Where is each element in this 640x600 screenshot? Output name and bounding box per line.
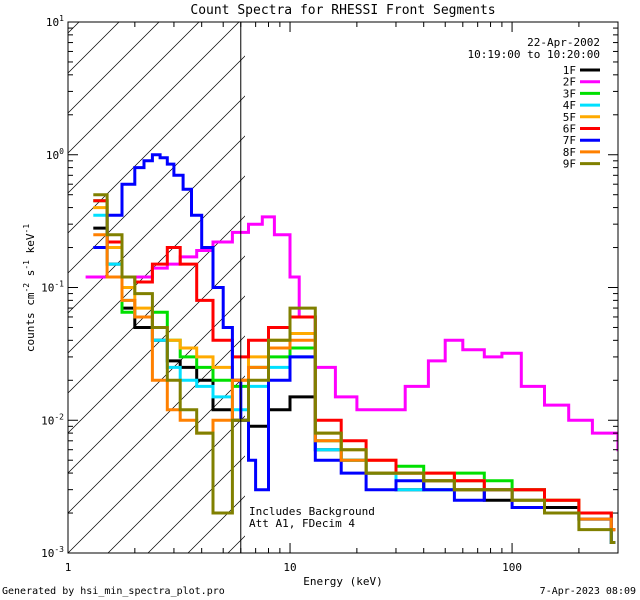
y-tick-label-base: 10 (46, 149, 59, 162)
hatch-line (68, 215, 245, 394)
y-tick-label-base: 10 (41, 282, 54, 295)
legend-label-3F: 3F (563, 87, 576, 100)
y-tick-label-base: 10 (41, 414, 54, 427)
legend-label-4F: 4F (563, 99, 576, 112)
hatch-line (68, 335, 245, 514)
y-tick-label-base: 10 (41, 547, 54, 560)
hatch-line (68, 22, 200, 154)
legend-label-2F: 2F (563, 76, 576, 89)
x-tick-labels: 1 10 100 (65, 561, 522, 574)
x-tick-label: 100 (502, 561, 522, 574)
annotation-attenuator: Att A1, FDecim 4 (249, 517, 355, 530)
legend-label-6F: 6F (563, 123, 576, 136)
y-axis-label-end: keV (24, 233, 37, 260)
y-tick-label-exp: -3 (54, 545, 64, 554)
y-tick-label-base: 10 (46, 16, 59, 29)
time-range-label: 10:19:00 to 10:20:00 (468, 48, 600, 61)
footer-generated-by: Generated by hsi_min_spectra_plot.pro (2, 586, 225, 597)
legend-label-9F: 9F (563, 158, 576, 171)
y-tick-label-exp: 1 (59, 14, 64, 23)
legend-label-5F: 5F (563, 111, 576, 124)
hatch-line (68, 135, 245, 314)
hatch-line (68, 95, 245, 274)
y-axis-label-sup3: -1 (22, 224, 31, 234)
hatch-line (68, 375, 245, 553)
hatch-line (428, 0, 640, 553)
hatch-line (68, 22, 160, 114)
legend-label-7F: 7F (563, 134, 576, 147)
y-axis-label-main: counts cm (24, 292, 37, 352)
x-tick-label: 1 (65, 561, 72, 574)
hatch-line (68, 22, 240, 194)
series-line-3F (93, 199, 616, 544)
x-axis-label: Energy (keV) (303, 575, 382, 588)
hatch-line (68, 175, 245, 354)
chart-title: Count Spectra for RHESSI Front Segments (190, 3, 495, 18)
axis-ticks (67, 21, 619, 554)
y-axis-label: counts cm-2 s-1 keV-1 (22, 224, 37, 352)
y-tick-label: 101 (46, 14, 64, 29)
series-line-6F (93, 199, 616, 532)
x-tick-label: 10 (283, 561, 296, 574)
hatch-line (68, 255, 245, 434)
annotation-background: Includes Background (249, 505, 375, 518)
y-tick-label: 100 (46, 147, 64, 162)
hatch-line (68, 295, 245, 474)
y-tick-label-exp: -2 (54, 412, 64, 421)
y-axis-label-sup1: -2 (22, 283, 31, 293)
y-axis-label-sup2: -1 (22, 260, 31, 270)
hatch-line (68, 22, 120, 74)
series-line-2F (85, 215, 618, 452)
y-tick-label-exp: -1 (54, 280, 64, 289)
footer-timestamp: 7-Apr-2023 08:09 (540, 586, 636, 597)
date-label: 22-Apr-2002 (527, 36, 600, 49)
y-tick-label: 10-3 (41, 545, 64, 560)
y-axis-label-mid: s (24, 270, 37, 283)
hatch-line (107, 415, 245, 553)
series-line-7F (93, 153, 616, 544)
legend-label-8F: 8F (563, 146, 576, 159)
legend-label-1F: 1F (563, 64, 576, 77)
y-tick-label: 10-1 (41, 280, 64, 295)
hatch-line (388, 0, 640, 553)
y-tick-label-exp: 0 (59, 147, 64, 156)
series-line-9F (93, 193, 616, 544)
series-line-8F (93, 233, 616, 532)
y-tick-label: 10-2 (41, 412, 64, 427)
series-group (85, 153, 618, 544)
